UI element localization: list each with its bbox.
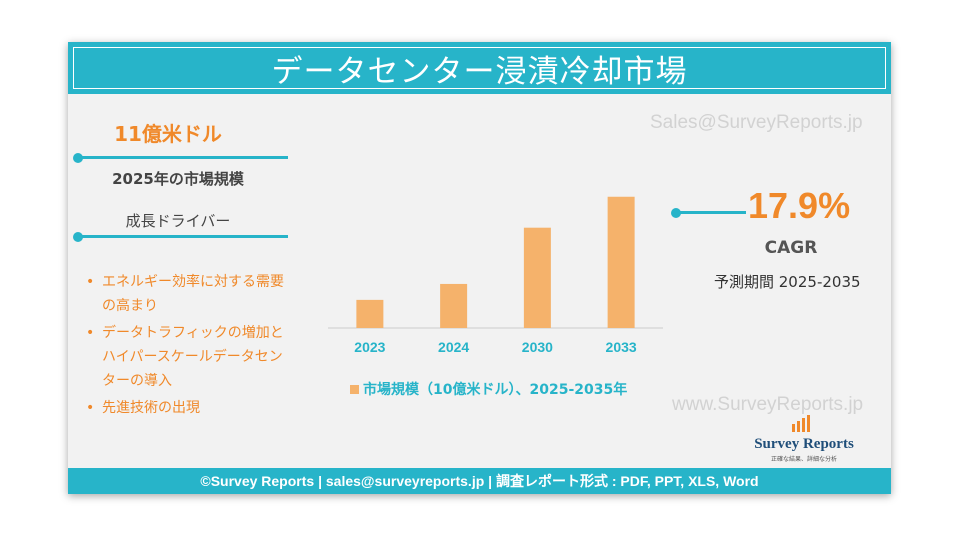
infographic-card: データセンター浸漬冷却市場 Sales@SurveyReports.jp www… — [68, 42, 891, 494]
driver-text: データトラフィックの増加とハイパースケールデータセンターの導入 — [102, 325, 284, 389]
legend-label: 市場規模（10億米ドル）、2025-2035年 — [363, 382, 628, 398]
x-tick-label: 2023 — [354, 339, 385, 355]
market-bar-chart: 2023 2024 2030 2033 — [328, 196, 663, 355]
bar-chart-icon — [792, 415, 810, 432]
footer-bar: ©Survey Reports | sales@surveyreports.jp… — [68, 468, 891, 494]
chart-legend: 市場規模（10億米ドル）、2025-2035年 — [350, 379, 627, 399]
bar-2023 — [356, 299, 384, 328]
cagr-value: 17.9% — [748, 185, 851, 226]
market-size-value: 11億米ドル — [114, 122, 222, 146]
legend-swatch — [350, 384, 359, 394]
bar-2033 — [607, 196, 635, 328]
logo-name: Survey Reports — [754, 436, 854, 452]
x-tick-label: 2024 — [438, 339, 469, 355]
driver-text: エネルギー効率に対する需要の高まり — [102, 274, 284, 314]
divider-line — [78, 235, 288, 238]
cagr-line — [676, 211, 746, 214]
brand-logo: Survey Reports 正確な結果、詳細な分析 — [744, 414, 864, 463]
divider-line — [78, 156, 288, 159]
market-size-label: 2025年の市場規模 — [112, 170, 244, 188]
growth-drivers-list: • エネルギー効率に対する需要の高まり • データトラフィックの増加とハイパースケー… — [84, 270, 294, 423]
logo-tagline: 正確な結果、詳細な分析 — [770, 456, 837, 463]
watermark-website: www.SurveyReports.jp — [672, 394, 864, 415]
list-item: • エネルギー効率に対する需要の高まり — [86, 274, 284, 314]
x-tick-label: 2030 — [522, 339, 553, 355]
driver-text: 先進技術の出現 — [102, 400, 200, 416]
bar-2024 — [440, 283, 468, 328]
watermark-email: Sales@SurveyReports.jp — [650, 112, 863, 133]
list-item: • 先進技術の出現 — [86, 400, 200, 416]
x-tick-label: 2033 — [606, 339, 637, 355]
growth-drivers-heading: 成長ドライバー — [125, 212, 231, 230]
header-frame: データセンター浸漬冷却市場 — [73, 47, 886, 90]
forecast-period: 予測期間 2025-2035 — [714, 273, 861, 291]
bar-2030 — [523, 227, 551, 328]
footer-text: ©Survey Reports | sales@surveyreports.jp… — [200, 473, 759, 489]
page-title: データセンター浸漬冷却市場 — [271, 53, 688, 90]
cagr-label: CAGR — [764, 238, 818, 258]
header-bar: データセンター浸漬冷却市場 — [68, 42, 891, 94]
list-item: • データトラフィックの増加とハイパースケールデータセンターの導入 — [86, 325, 284, 389]
